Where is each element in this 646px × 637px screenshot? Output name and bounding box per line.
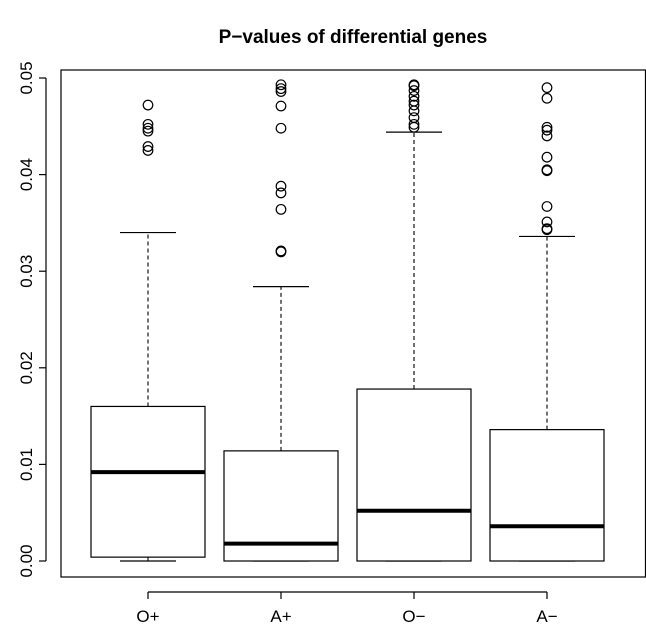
- box-O−: [356, 388, 472, 562]
- outlier-point: [275, 86, 287, 97]
- outlier-point: [142, 145, 154, 156]
- outlier-point: [275, 83, 287, 95]
- outlier-point: [541, 130, 553, 142]
- y-tick-label: 0.00: [17, 544, 36, 577]
- outlier-point: [541, 201, 553, 212]
- y-tick-label: 0.04: [17, 158, 36, 191]
- outlier-point: [275, 203, 287, 215]
- outlier-point: [541, 124, 553, 136]
- x-tick-label: O−: [402, 607, 425, 626]
- y-tick-label: 0.01: [17, 448, 36, 481]
- outlier-point: [275, 187, 287, 199]
- outlier-point: [541, 216, 553, 228]
- outlier-point: [142, 122, 154, 134]
- outlier-point: [408, 95, 420, 107]
- outlier-point: [408, 85, 420, 96]
- y-tick-label: 0.02: [17, 351, 36, 384]
- x-tick-label: A+: [270, 607, 291, 626]
- outlier-point: [142, 141, 154, 152]
- outlier-point: [541, 164, 553, 176]
- outlier-point: [541, 121, 553, 133]
- x-tick-label: A−: [536, 607, 557, 626]
- outlier-point: [142, 125, 154, 137]
- outlier-point: [275, 180, 287, 192]
- outlier-point: [408, 99, 420, 111]
- outlier-point: [275, 100, 287, 112]
- outlier-point: [408, 79, 420, 91]
- outlier-point: [275, 245, 287, 257]
- outlier-point: [408, 90, 420, 102]
- y-tick-label: 0.05: [17, 61, 36, 94]
- y-tick-label: 0.03: [17, 255, 36, 288]
- outlier-point: [408, 118, 420, 130]
- x-tick-label: O+: [136, 607, 159, 626]
- outlier-point: [275, 122, 287, 134]
- chart-title: P−values of differential genes: [219, 27, 488, 48]
- outlier-point: [541, 92, 553, 104]
- plot-layer: 0.00 0.01 0.02 0.03 0.04 0.05 O+ A+ O− A−: [17, 61, 646, 626]
- outlier-point: [541, 151, 553, 163]
- outlier-point: [275, 79, 287, 91]
- outlier-point: [142, 99, 154, 111]
- box-O+: [90, 405, 206, 558]
- outlier-point: [142, 118, 154, 130]
- outlier-point: [541, 223, 553, 235]
- outlier-point: [541, 82, 553, 94]
- outlier-point: [408, 112, 420, 124]
- box-A−: [489, 429, 605, 562]
- outlier-point: [408, 105, 420, 117]
